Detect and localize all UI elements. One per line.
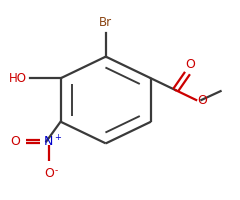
Text: O: O — [197, 94, 207, 106]
Text: N: N — [44, 135, 53, 148]
Text: O: O — [10, 135, 20, 148]
Text: +: + — [55, 133, 61, 142]
Text: Br: Br — [99, 16, 112, 29]
Text: HO: HO — [9, 72, 27, 85]
Text: -: - — [55, 166, 58, 175]
Text: O: O — [44, 167, 54, 180]
Text: O: O — [185, 58, 195, 71]
